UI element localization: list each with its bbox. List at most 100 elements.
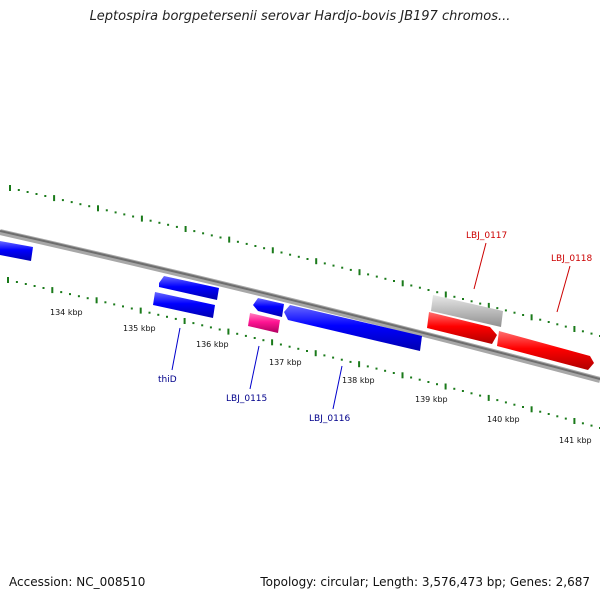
- inner-tick: [297, 347, 300, 350]
- inner-tick: [60, 291, 63, 294]
- leader-lbj-0115: [249, 345, 260, 390]
- outer-tick: [236, 240, 239, 243]
- outer-tick: [245, 242, 248, 245]
- outer-tick: [504, 309, 507, 312]
- outer-tick: [35, 193, 38, 195]
- outer-tick: [410, 284, 413, 287]
- gene-lbj-0115a[interactable]: [253, 298, 284, 317]
- inner-tick: [375, 367, 378, 370]
- inner-tick: [547, 413, 550, 415]
- outer-tick: [401, 280, 404, 287]
- inner-tick: [271, 339, 274, 346]
- outer-tick: [97, 205, 99, 212]
- inner-tick: [236, 332, 239, 335]
- gene-lbj-0118[interactable]: [497, 331, 594, 370]
- gene-lbj-0116[interactable]: [284, 305, 422, 351]
- outer-tick: [184, 226, 187, 232]
- outer-tick: [341, 266, 344, 269]
- outer-tick: [105, 209, 108, 212]
- gene-thid[interactable]: [159, 276, 219, 300]
- inner-tick: [166, 315, 168, 318]
- outer-tick: [367, 273, 370, 276]
- outer-tick: [323, 262, 326, 265]
- inner-tick: [461, 390, 464, 392]
- outer-tick: [271, 247, 274, 254]
- inner-tick: [77, 295, 80, 298]
- outer-tick: [513, 311, 516, 314]
- outer-tick: [167, 223, 170, 226]
- inner-tick: [7, 277, 9, 283]
- outer-tick: [564, 325, 567, 328]
- tick-label-140: 140 kbp: [487, 415, 520, 424]
- outer-tick: [590, 332, 593, 335]
- inner-tick: [401, 372, 404, 379]
- inner-tick: [15, 281, 18, 283]
- gene-lbj-0114[interactable]: [153, 292, 215, 318]
- inner-tick: [436, 383, 438, 386]
- outer-tick: [530, 314, 533, 321]
- gene-label-lbj-0115[interactable]: LBJ_0115: [226, 394, 267, 404]
- inner-tick: [530, 406, 533, 413]
- inner-tick: [444, 383, 447, 390]
- outer-tick: [132, 215, 135, 218]
- outer-tick: [17, 189, 20, 191]
- outer-tick: [418, 286, 421, 289]
- gene-lbj-0117-rna[interactable]: [431, 295, 503, 327]
- inner-tick: [314, 350, 317, 357]
- inner-tick: [323, 354, 326, 357]
- inner-tick: [418, 378, 421, 381]
- gene-label-lbj-0117[interactable]: LBJ_0117: [466, 231, 507, 241]
- outer-tick: [263, 247, 266, 250]
- outer-tick: [444, 291, 447, 298]
- inner-tick: [174, 317, 177, 320]
- inner-tick: [496, 399, 499, 402]
- inner-tick: [539, 410, 542, 413]
- outer-tick: [175, 225, 178, 228]
- inner-tick: [556, 415, 559, 418]
- inner-tick: [209, 326, 212, 329]
- outer-tick: [358, 269, 361, 276]
- inner-tick: [130, 307, 133, 310]
- inner-tick: [487, 394, 490, 401]
- inner-tick: [244, 334, 247, 337]
- inner-tick: [24, 283, 27, 285]
- inner-tick: [453, 387, 456, 390]
- inner-tick: [104, 301, 107, 304]
- gene-lbj-0112[interactable]: [0, 241, 33, 261]
- inner-tick: [51, 287, 54, 294]
- gene-label-thid[interactable]: thiD: [158, 375, 177, 385]
- inner-tick: [201, 324, 204, 327]
- inner-tick: [262, 339, 265, 342]
- outer-tick: [114, 211, 117, 214]
- gene-label-lbj-0116[interactable]: LBJ_0116: [309, 414, 351, 424]
- outer-tick: [453, 295, 456, 298]
- inner-tick-ring: [7, 277, 600, 429]
- tick-label-141: 141 kbp: [559, 436, 592, 445]
- gene-lbj-0115[interactable]: [248, 313, 280, 333]
- inner-tick: [340, 358, 343, 361]
- inner-tick: [427, 381, 430, 383]
- outer-tick: [210, 234, 213, 237]
- topology-summary: Topology: circular; Length: 3,576,473 bp…: [260, 575, 590, 589]
- gene-lbj-0117[interactable]: [427, 312, 497, 344]
- outer-tick: [26, 191, 29, 193]
- inner-tick: [33, 285, 36, 287]
- accession-label: Accession: NC_008510: [9, 575, 146, 589]
- tick-label-139: 139 kbp: [415, 395, 448, 404]
- inner-tick: [564, 417, 567, 420]
- outer-tick: [193, 230, 196, 233]
- outer-tick: [393, 280, 395, 282]
- inner-tick: [332, 356, 335, 359]
- inner-tick: [366, 365, 369, 368]
- inner-tick: [349, 360, 352, 363]
- inner-tick: [513, 403, 516, 406]
- outer-tick: [149, 219, 152, 222]
- outer-tick: [289, 253, 292, 256]
- backbone: [0, 229, 600, 383]
- tick-label-138: 138 kbp: [342, 376, 375, 385]
- gene-label-lbj-0118[interactable]: LBJ_0118: [551, 254, 593, 264]
- outer-tick: [479, 302, 482, 305]
- outer-tick: [297, 255, 300, 258]
- inner-tick: [95, 297, 98, 304]
